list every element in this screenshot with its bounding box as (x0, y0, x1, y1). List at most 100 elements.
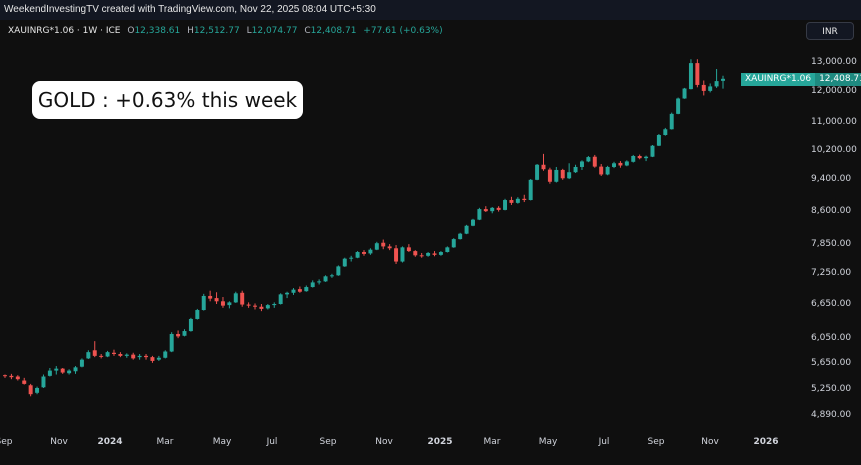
candle (656, 133, 661, 147)
candle-body (483, 209, 488, 212)
candle-body (105, 352, 110, 357)
weekly-change-callout: GOLD : +0.63% this week (32, 81, 303, 119)
candle-body (195, 310, 200, 319)
candle (201, 293, 206, 311)
candle (163, 350, 168, 359)
candle-body (41, 376, 46, 388)
candle (60, 367, 65, 374)
header-bar: WeekendInvestingTV created with TradingV… (0, 0, 861, 20)
candle-body (111, 352, 116, 355)
candle (400, 246, 405, 263)
candle (310, 280, 315, 288)
high-label: H (187, 26, 194, 36)
candle (297, 286, 302, 293)
candle (342, 257, 347, 267)
y-tick-label: 8,600.00 (811, 206, 852, 217)
candle (124, 353, 129, 358)
low-value: 12,074.77 (251, 26, 298, 36)
candle (240, 290, 245, 307)
candle (41, 374, 46, 388)
candle (195, 308, 200, 320)
candle-body (599, 166, 604, 175)
price-tag-value: 12,408.71 (815, 73, 861, 86)
candle-body (233, 293, 238, 303)
candle (272, 302, 277, 308)
candle (490, 206, 495, 214)
candle-body (477, 209, 482, 220)
candle-body (28, 385, 33, 395)
candle-body (79, 359, 84, 367)
candle (368, 248, 373, 255)
currency-button[interactable]: INR (806, 22, 854, 40)
candle-body (438, 252, 443, 255)
candlestick-plot[interactable] (0, 20, 805, 433)
candle-body (496, 207, 501, 210)
candle-body (278, 294, 283, 305)
candle (547, 167, 552, 184)
candle-body (650, 145, 655, 157)
candle-body (676, 98, 681, 114)
candle (355, 251, 360, 259)
candle-body (35, 387, 40, 393)
candle (445, 246, 450, 253)
candle (336, 265, 341, 276)
candle (579, 160, 584, 170)
x-tick-label: 2025 (427, 437, 453, 447)
candle (592, 154, 597, 168)
candle (323, 275, 328, 282)
y-tick-label: 10,200.00 (811, 144, 857, 155)
candle-body (156, 357, 161, 360)
candle-body (131, 354, 136, 359)
candle (541, 153, 546, 171)
candle-body (528, 179, 533, 201)
candle-body (644, 156, 649, 159)
candle-body (515, 198, 520, 203)
candle-body (285, 292, 290, 295)
candle-body (400, 247, 405, 262)
candle-body (688, 63, 693, 90)
candle-body (22, 380, 27, 384)
candle (182, 329, 187, 337)
candle-body (612, 163, 617, 167)
candle (567, 163, 572, 180)
close-label: C (304, 26, 311, 36)
candle-body (220, 301, 225, 306)
candle-body (374, 243, 379, 250)
candle (22, 377, 27, 385)
candle (426, 252, 431, 257)
candle (381, 239, 386, 250)
candle (349, 255, 354, 262)
candle-body (701, 84, 706, 91)
candle-body (201, 295, 206, 311)
candle (573, 164, 578, 173)
y-tick-label: 6,050.00 (811, 333, 852, 344)
candle-body (265, 305, 270, 309)
candle-body (509, 200, 514, 203)
candle-body (458, 233, 463, 240)
candle (73, 366, 78, 374)
candle (413, 250, 418, 257)
candle (451, 238, 456, 248)
candle-body (297, 289, 302, 292)
candle-body (381, 242, 386, 247)
candle (432, 251, 437, 257)
candle-body (355, 252, 360, 258)
candle-body (708, 86, 713, 91)
candle-body (362, 252, 366, 254)
candle-body (535, 164, 540, 180)
candle (554, 166, 559, 183)
candle-body (349, 257, 354, 259)
candle (79, 358, 84, 368)
candle-body (323, 276, 328, 282)
candle-body (176, 333, 181, 337)
symbol-label[interactable]: XAUINRG*1.06 · 1W · ICE (8, 26, 121, 36)
candle-body (15, 376, 20, 380)
candle (458, 232, 463, 240)
candle-body (272, 304, 277, 306)
candle (99, 354, 104, 359)
candle (28, 383, 33, 397)
candle (631, 154, 636, 163)
candle (682, 87, 687, 99)
candle-body (60, 368, 65, 373)
candle (618, 161, 623, 168)
